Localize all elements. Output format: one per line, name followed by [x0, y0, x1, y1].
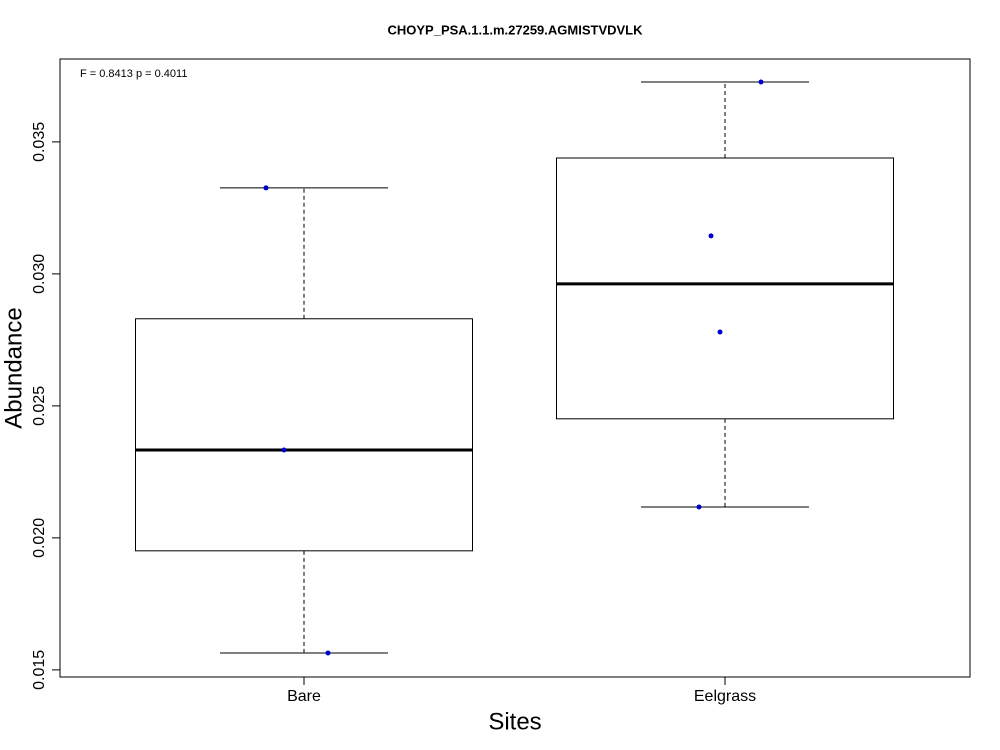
y-tick-label: 0.025	[31, 386, 48, 426]
data-point	[325, 650, 331, 656]
x-tick-label: Eelgrass	[694, 688, 756, 705]
data-point	[696, 504, 702, 510]
x-tick-label: Bare	[287, 688, 321, 705]
box	[135, 318, 473, 552]
box	[556, 157, 894, 420]
data-point	[708, 233, 714, 239]
y-tick-label: 0.030	[31, 254, 48, 294]
data-point	[758, 79, 764, 85]
y-tick-label: 0.035	[31, 122, 48, 162]
annotation: F = 0.8413 p = 0.4011	[80, 68, 187, 80]
data-point	[263, 185, 269, 191]
plot-frame	[59, 58, 971, 678]
y-tick-label: 0.020	[31, 518, 48, 558]
data-point	[281, 447, 287, 453]
data-point	[717, 329, 723, 335]
y-tick-label: 0.015	[31, 650, 48, 690]
chart-title: CHOYP_PSA.1.1.m.27259.AGMISTVDVLK	[387, 22, 643, 37]
y-axis-label: Abundance	[0, 307, 27, 428]
x-axis-label: Sites	[488, 708, 541, 735]
